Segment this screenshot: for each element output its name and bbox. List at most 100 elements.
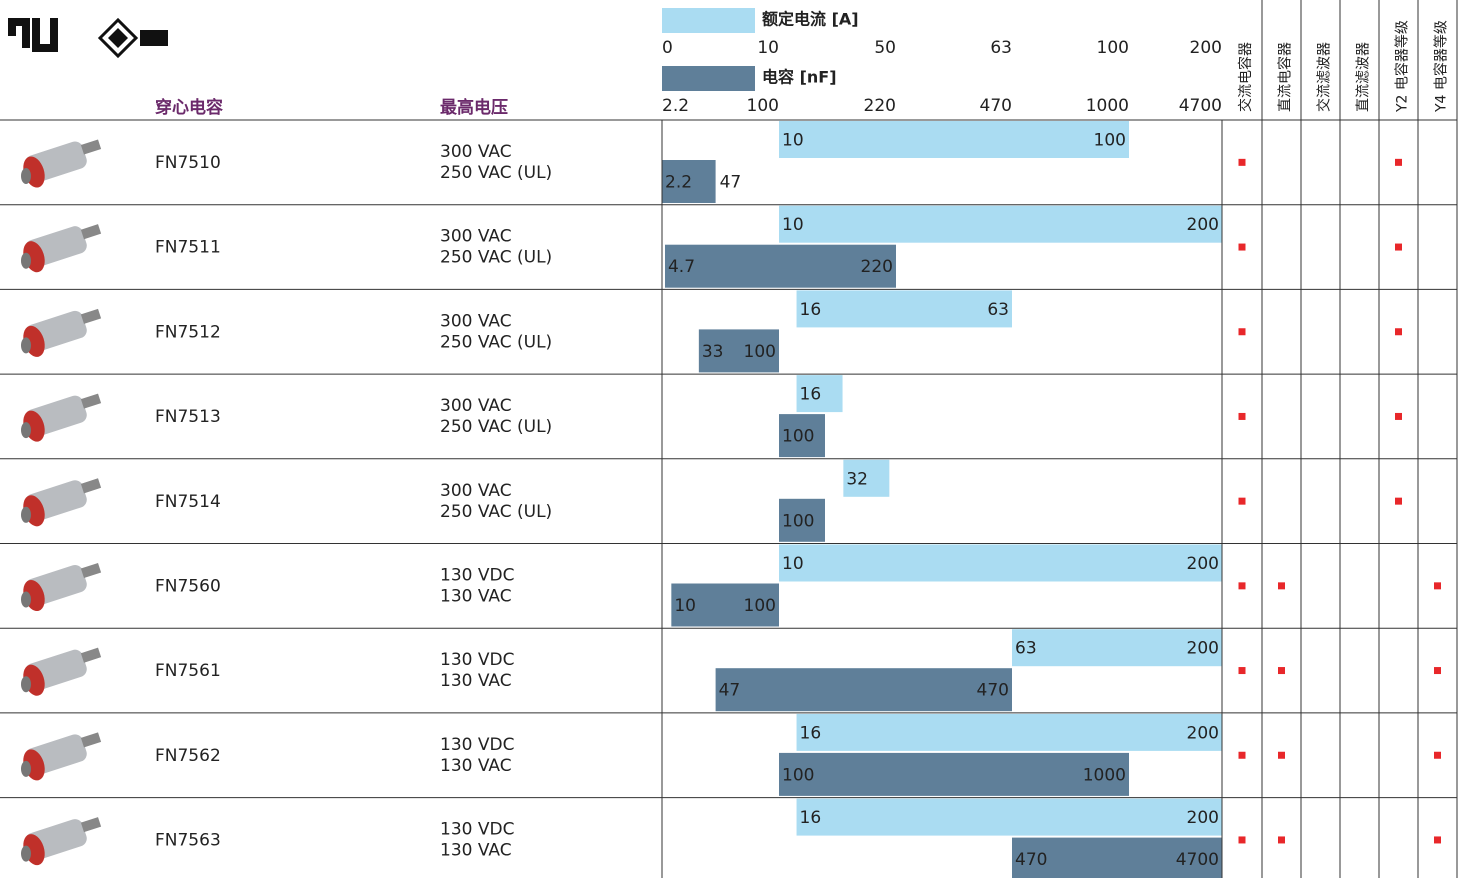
check-mark — [1239, 752, 1246, 759]
current-tick-label: 10 — [757, 38, 779, 58]
product-image — [20, 224, 102, 275]
capacitance-label: 47 — [719, 681, 741, 701]
voltage: 250 VAC (UL) — [440, 163, 552, 183]
check-mark — [1395, 413, 1402, 420]
terminal — [21, 676, 31, 692]
voltage: 300 VAC — [440, 396, 512, 416]
check-mark — [1434, 836, 1441, 843]
check-column-header: 交流电容器 — [1237, 42, 1254, 112]
pin — [81, 394, 101, 409]
product-image — [20, 817, 102, 868]
capacitance-label: 10 — [674, 596, 696, 616]
check-mark — [1434, 752, 1441, 759]
current-label: 200 — [1187, 215, 1219, 235]
check-mark — [1239, 159, 1246, 166]
current-label: 16 — [800, 808, 822, 828]
part-number: FN7514 — [155, 492, 221, 512]
voltage: 300 VAC — [440, 227, 512, 247]
terminal — [21, 253, 31, 269]
current-label: 200 — [1187, 639, 1219, 659]
row: FN7561130 VDC130 VAC6320047470 — [0, 629, 1457, 713]
check-mark — [1434, 667, 1441, 674]
capacitance-tick-label: 470 — [980, 96, 1012, 116]
check-column-header: 交流滤波器 — [1316, 42, 1333, 112]
legend-current-swatch — [662, 8, 755, 33]
product-image — [20, 648, 102, 699]
current-label: 100 — [1094, 131, 1126, 151]
capacitance-tick-label: 1000 — [1086, 96, 1129, 116]
pin — [81, 648, 101, 663]
capacitance-label: 470 — [977, 681, 1009, 701]
check-column-header: Y4 电容器等级 — [1433, 20, 1450, 113]
legend-current: 额定电流 [A] — [762, 10, 859, 29]
part-number: FN7563 — [155, 831, 221, 851]
capacitance-bar — [779, 753, 1129, 796]
check-mark — [1239, 244, 1246, 251]
enec-logo — [100, 20, 168, 56]
part-number: FN7562 — [155, 746, 221, 766]
capacitance-label: 100 — [744, 596, 776, 616]
capacitance-tick-label: 100 — [747, 96, 779, 116]
current-label: 16 — [800, 723, 822, 743]
current-bar — [779, 206, 1222, 243]
check-mark — [1239, 413, 1246, 420]
voltage: 300 VAC — [440, 481, 512, 501]
capacitance-tick-label: 4700 — [1179, 96, 1222, 116]
capacitance-label: 2.2 — [665, 173, 692, 193]
current-bar — [797, 714, 1222, 751]
current-label: 10 — [782, 215, 804, 235]
voltage: 300 VAC — [440, 142, 512, 162]
product-image — [20, 478, 102, 529]
capacitance-label: 220 — [861, 257, 893, 277]
check-column-header: 直流电容器 — [1277, 42, 1294, 112]
current-bar — [797, 290, 1012, 327]
check-mark — [1434, 582, 1441, 589]
voltage: 130 VAC — [440, 671, 512, 691]
capacitance-label: 47 — [720, 173, 742, 193]
capacitance-label: 100 — [744, 342, 776, 362]
voltage: 130 VAC — [440, 587, 512, 607]
current-label: 16 — [800, 300, 822, 320]
check-mark — [1239, 667, 1246, 674]
pin — [81, 224, 101, 239]
table-chart: 额定电流 [A] 电容 [nF] 穿心电容 最高电压 0105063100200… — [0, 0, 1466, 878]
check-mark — [1239, 498, 1246, 505]
check-column-header: 直流滤波器 — [1355, 42, 1372, 112]
column-header: 最高电压 — [440, 97, 508, 118]
terminal — [21, 846, 31, 862]
terminal — [21, 761, 31, 777]
product-image — [20, 394, 102, 445]
voltage: 300 VAC — [440, 311, 512, 331]
pin — [81, 732, 101, 747]
capacitance-label: 100 — [782, 427, 814, 447]
current-bar — [779, 545, 1222, 582]
capacitance-tick-label: 220 — [864, 96, 896, 116]
terminal — [21, 507, 31, 523]
check-mark — [1278, 582, 1285, 589]
check-mark — [1239, 582, 1246, 589]
part-number: FN7560 — [155, 577, 221, 597]
ul-logo — [8, 18, 58, 52]
voltage: 130 VDC — [440, 650, 514, 670]
current-label: 16 — [800, 385, 822, 405]
row: FN7562130 VDC130 VAC162001001000 — [0, 714, 1457, 798]
capacitance-label: 4700 — [1176, 850, 1219, 870]
current-label: 200 — [1187, 808, 1219, 828]
capacitance-label: 100 — [782, 765, 814, 785]
pin — [81, 139, 101, 154]
current-label: 10 — [782, 554, 804, 574]
voltage: 130 VDC — [440, 735, 514, 755]
current-tick-label: 50 — [874, 38, 896, 58]
capacitance-label: 4.7 — [668, 257, 695, 277]
check-mark — [1395, 328, 1402, 335]
terminal — [21, 337, 31, 353]
current-tick-label: 63 — [990, 38, 1012, 58]
current-label: 63 — [1015, 639, 1037, 659]
capacitance-label: 100 — [782, 511, 814, 531]
check-mark — [1239, 328, 1246, 335]
current-label: 63 — [987, 300, 1009, 320]
row: FN7513300 VAC250 VAC (UL)16100 — [0, 375, 1457, 459]
voltage: 250 VAC (UL) — [440, 417, 552, 437]
